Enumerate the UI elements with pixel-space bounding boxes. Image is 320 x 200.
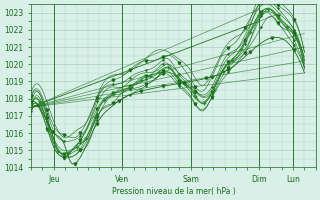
X-axis label: Pression niveau de la mer( hPa ): Pression niveau de la mer( hPa )	[112, 187, 235, 196]
